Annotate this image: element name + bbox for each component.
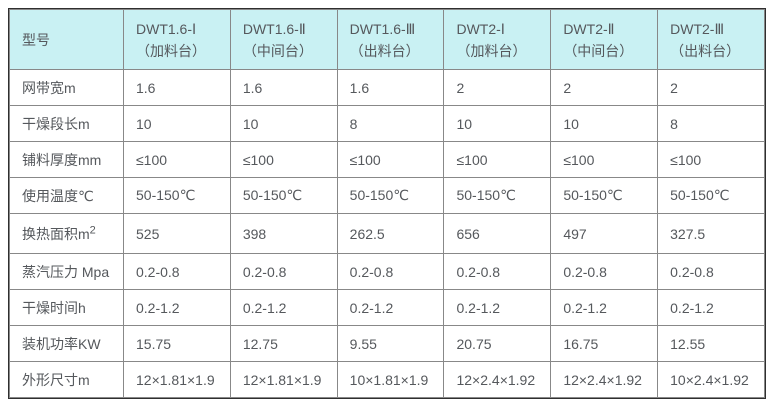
cell-value: ≤100 <box>336 141 445 178</box>
table-row: 干燥时间h 0.2-1.2 0.2-1.2 0.2-1.2 0.2-1.2 0.… <box>9 289 765 326</box>
cell-value: 0.2-1.2 <box>336 289 445 326</box>
row-label: 外形尺寸m <box>9 361 124 398</box>
cell-value: 0.2-0.8 <box>443 253 552 290</box>
cell-value: 10 <box>123 105 231 142</box>
row-label: 干燥段长m <box>9 105 124 142</box>
column-model: DWT1.6-Ⅲ <box>349 20 416 37</box>
table-row: 装机功率KW 15.75 12.75 9.55 20.75 16.75 12.5… <box>9 325 765 362</box>
column-station: （中间台） <box>563 42 634 59</box>
cell-value: 50-150℃ <box>123 177 231 214</box>
cell-value: 9.55 <box>336 325 445 362</box>
cell-value: 12.55 <box>657 325 765 362</box>
cell-value: 0.2-1.2 <box>657 289 765 326</box>
cell-value: 327.5 <box>657 213 765 254</box>
cell-value: 1.6 <box>123 69 231 106</box>
cell-value: 8 <box>657 105 765 142</box>
cell-value: 15.75 <box>123 325 231 362</box>
column-station: （中间台） <box>242 42 313 59</box>
row-label: 装机功率KW <box>9 325 124 362</box>
table-header-row: 型号 DWT1.6-Ⅰ （加料台） DWT1.6-Ⅱ （中间台） DWT1.6-… <box>9 9 765 70</box>
cell-value: 16.75 <box>550 325 659 362</box>
column-model: DWT2-Ⅰ <box>456 20 505 37</box>
column-station: （出料台） <box>670 42 741 59</box>
column-model: DWT1.6-Ⅰ <box>136 20 197 37</box>
spec-table: 型号 DWT1.6-Ⅰ （加料台） DWT1.6-Ⅱ （中间台） DWT1.6-… <box>9 9 765 398</box>
column-model: DWT1.6-Ⅱ <box>242 20 306 37</box>
table-row: 换热面积m2 525 398 262.5 656 497 327.5 <box>9 213 765 254</box>
column-header: DWT1.6-Ⅰ （加料台） <box>123 9 231 70</box>
row-label: 蒸汽压力 Mpa <box>9 253 124 290</box>
cell-value: 12×1.81×1.9 <box>123 361 231 398</box>
cell-value: 1.6 <box>336 69 445 106</box>
cell-value: 50-150℃ <box>229 177 338 214</box>
column-header: DWT2-Ⅰ （加料台） <box>443 9 552 70</box>
cell-value: 8 <box>336 105 445 142</box>
row-label: 铺料厚度mm <box>9 141 124 178</box>
unit-superscript: 2 <box>89 223 96 236</box>
cell-value: 12×1.81×1.9 <box>229 361 338 398</box>
cell-value: 0.2-0.8 <box>229 253 338 290</box>
cell-value: 50-150℃ <box>657 177 765 214</box>
cell-value: 398 <box>229 213 338 254</box>
table-row: 网带宽m 1.6 1.6 1.6 2 2 2 <box>9 69 765 106</box>
column-header: DWT1.6-Ⅱ （中间台） <box>229 9 338 70</box>
column-header-model: 型号 <box>9 9 124 70</box>
cell-value: 525 <box>123 213 231 254</box>
column-station: （加料台） <box>136 42 206 59</box>
cell-value: 10×1.81×1.9 <box>336 361 445 398</box>
cell-value: 0.2-0.8 <box>336 253 445 290</box>
cell-value: 2 <box>550 69 659 106</box>
cell-value: ≤100 <box>229 141 338 178</box>
row-label: 使用温度℃ <box>9 177 124 214</box>
cell-value: 20.75 <box>443 325 552 362</box>
cell-value: 10 <box>443 105 552 142</box>
cell-value: 10×2.4×1.92 <box>657 361 765 398</box>
cell-value: 50-150℃ <box>550 177 659 214</box>
cell-value: 10 <box>229 105 338 142</box>
cell-value: ≤100 <box>123 141 231 178</box>
column-header: DWT2-Ⅱ （中间台） <box>550 9 659 70</box>
cell-value: 50-150℃ <box>336 177 445 214</box>
table-row: 铺料厚度mm ≤100 ≤100 ≤100 ≤100 ≤100 ≤100 <box>9 141 765 178</box>
row-label: 干燥时间h <box>9 289 124 326</box>
spec-table-frame: 型号 DWT1.6-Ⅰ （加料台） DWT1.6-Ⅱ （中间台） DWT1.6-… <box>8 8 766 399</box>
cell-value: 10 <box>550 105 659 142</box>
table-row: 外形尺寸m 12×1.81×1.9 12×1.81×1.9 10×1.81×1.… <box>9 361 765 398</box>
model-label: 型号 <box>22 31 50 48</box>
table-row: 干燥段长m 10 10 8 10 10 8 <box>9 105 765 142</box>
cell-value: 497 <box>550 213 659 254</box>
cell-value: 0.2-0.8 <box>657 253 765 290</box>
cell-value: 12×2.4×1.92 <box>443 361 552 398</box>
column-station: （加料台） <box>456 42 527 59</box>
cell-value: ≤100 <box>443 141 552 178</box>
table-row: 蒸汽压力 Mpa 0.2-0.8 0.2-0.8 0.2-0.8 0.2-0.8… <box>9 253 765 290</box>
cell-value: 2 <box>657 69 765 106</box>
cell-value: ≤100 <box>657 141 765 178</box>
column-station: （出料台） <box>349 42 420 59</box>
cell-value: 0.2-1.2 <box>229 289 338 326</box>
column-model: DWT2-Ⅱ <box>563 20 615 37</box>
column-header: DWT2-Ⅲ （出料台） <box>657 9 765 70</box>
cell-value: 262.5 <box>336 213 445 254</box>
cell-value: 0.2-1.2 <box>123 289 231 326</box>
cell-value: ≤100 <box>550 141 659 178</box>
cell-value: 2 <box>443 69 552 106</box>
table-row: 使用温度℃ 50-150℃ 50-150℃ 50-150℃ 50-150℃ 50… <box>9 177 765 214</box>
row-label: 网带宽m <box>9 69 124 106</box>
cell-value: 12.75 <box>229 325 338 362</box>
cell-value: 50-150℃ <box>443 177 552 214</box>
column-model: DWT2-Ⅲ <box>670 20 725 37</box>
cell-value: 0.2-1.2 <box>443 289 552 326</box>
cell-value: 0.2-1.2 <box>550 289 659 326</box>
column-header: DWT1.6-Ⅲ （出料台） <box>336 9 445 70</box>
cell-value: 656 <box>443 213 552 254</box>
cell-value: 0.2-0.8 <box>123 253 231 290</box>
cell-value: 1.6 <box>229 69 338 106</box>
row-label: 换热面积m2 <box>9 213 124 254</box>
cell-value: 0.2-0.8 <box>550 253 659 290</box>
cell-value: 12×2.4×1.92 <box>550 361 659 398</box>
